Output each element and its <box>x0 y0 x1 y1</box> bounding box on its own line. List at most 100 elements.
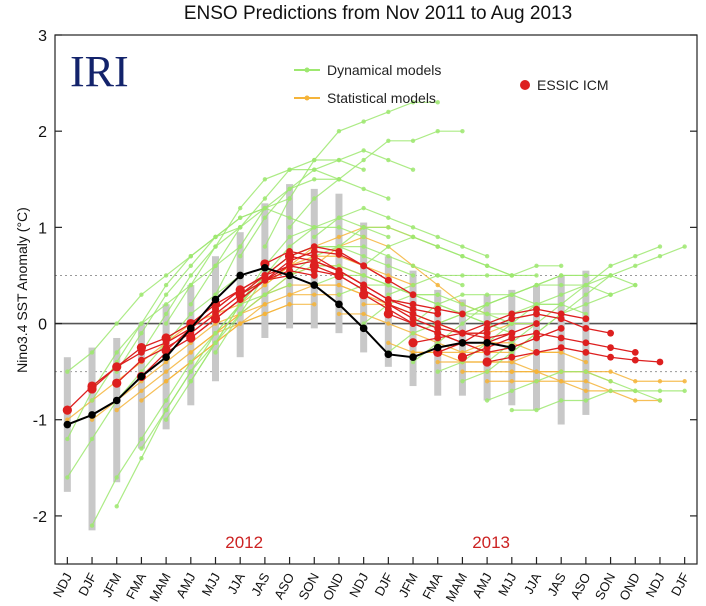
observed-point <box>508 343 516 352</box>
essic-point <box>409 320 417 327</box>
statistical-point <box>287 292 292 297</box>
essic-point <box>384 300 392 308</box>
dynamical-point <box>386 225 391 230</box>
statistical-point <box>361 302 366 307</box>
essic-point <box>459 329 466 337</box>
statistical-point <box>386 273 391 278</box>
dynamical-point <box>213 292 218 297</box>
observed-point <box>63 420 72 429</box>
essic-point <box>557 344 565 351</box>
statistical-point <box>435 282 440 288</box>
dynamical-point <box>237 225 243 230</box>
essic-point <box>533 334 540 342</box>
dynamical-point <box>336 157 342 163</box>
dynamical-point <box>114 350 119 355</box>
dynamical-point <box>312 157 317 163</box>
dynamical-point <box>460 302 465 307</box>
y-axis-label: Nino3.4 SST Anomaly (°C) <box>14 207 30 373</box>
dynamical-point <box>237 205 243 211</box>
dynamical-point <box>682 388 687 394</box>
essic-point <box>409 305 417 313</box>
essic-point <box>360 262 368 270</box>
essic-series-line <box>66 289 241 411</box>
essic-point <box>136 342 147 353</box>
dynamical-point <box>361 273 366 278</box>
dynamical-point <box>65 475 70 480</box>
dynamical-point <box>163 302 169 307</box>
dynamical-series-line <box>190 226 364 382</box>
dynamical-point <box>410 263 416 269</box>
essic-point <box>113 363 121 371</box>
dynamical-point <box>139 456 144 461</box>
essic-point <box>162 339 170 347</box>
dynamical-point <box>509 350 515 355</box>
dynamical-point <box>386 292 391 297</box>
essic-point <box>508 353 516 361</box>
essic-point <box>557 334 565 342</box>
statistical-point <box>608 369 613 374</box>
dynamical-point <box>460 282 465 288</box>
essic-point <box>508 329 516 337</box>
dynamical-series-line <box>511 246 685 353</box>
essic-point <box>409 310 417 318</box>
essic-point <box>533 349 540 356</box>
dynamical-point <box>336 177 342 182</box>
dynamical-point <box>262 244 268 249</box>
dynamical-point <box>188 273 194 278</box>
dynamical-point <box>287 234 292 240</box>
year-labels: 2012 2013 <box>225 533 510 552</box>
dynamical-point <box>583 302 589 307</box>
dynamical-series-line <box>190 159 364 305</box>
dynamical-series-line <box>66 274 241 478</box>
year-label: 2013 <box>472 533 510 552</box>
essic-point <box>607 344 614 351</box>
dynamical-series-line <box>239 149 414 257</box>
dynamical-point <box>682 244 687 249</box>
dynamical-point <box>163 311 169 317</box>
dynamical-point <box>509 321 515 326</box>
observed-point <box>112 396 121 405</box>
observed-point <box>88 411 96 419</box>
x-tick-label: JJA <box>521 570 545 596</box>
dynamical-point <box>114 475 119 480</box>
dynamical-point <box>287 167 292 172</box>
dynamical-point <box>583 369 589 374</box>
essic-point <box>656 358 664 366</box>
essic-point <box>309 261 319 271</box>
essic-point <box>533 320 540 327</box>
dynamical-point <box>509 292 515 297</box>
dynamical-point <box>361 254 366 259</box>
dynamical-point <box>287 186 292 192</box>
essic-point <box>557 315 565 323</box>
legend-marker-statistical <box>304 95 310 101</box>
year-label: 2012 <box>225 533 263 552</box>
dynamical-point <box>386 254 391 259</box>
dynamical-point <box>435 100 440 105</box>
dynamical-point <box>336 244 342 249</box>
dynamical-point <box>89 350 95 355</box>
dynamical-point <box>163 282 169 288</box>
essic-point <box>359 290 369 300</box>
statistical-point <box>386 321 391 326</box>
statistical-point <box>312 302 317 307</box>
dynamical-series-line <box>462 274 636 315</box>
dynamical-point <box>410 273 416 278</box>
observed-point <box>236 271 244 280</box>
x-tick-label: MAM <box>443 570 470 604</box>
y-tick-label: -1 <box>33 413 47 430</box>
dynamical-point <box>484 369 490 374</box>
dynamical-point <box>163 417 169 422</box>
dynamical-point <box>312 167 317 172</box>
dynamical-point <box>633 254 638 259</box>
dynamical-point <box>361 119 366 124</box>
essic-point <box>161 345 171 356</box>
dynamical-point <box>509 340 515 345</box>
observed-point <box>261 263 269 272</box>
x-tick-label: MJJ <box>495 570 519 598</box>
statistical-point <box>386 340 391 345</box>
dynamical-point <box>163 407 169 413</box>
dynamical-point <box>188 379 194 384</box>
dynamical-point <box>410 225 416 230</box>
dynamical-point <box>509 388 515 394</box>
